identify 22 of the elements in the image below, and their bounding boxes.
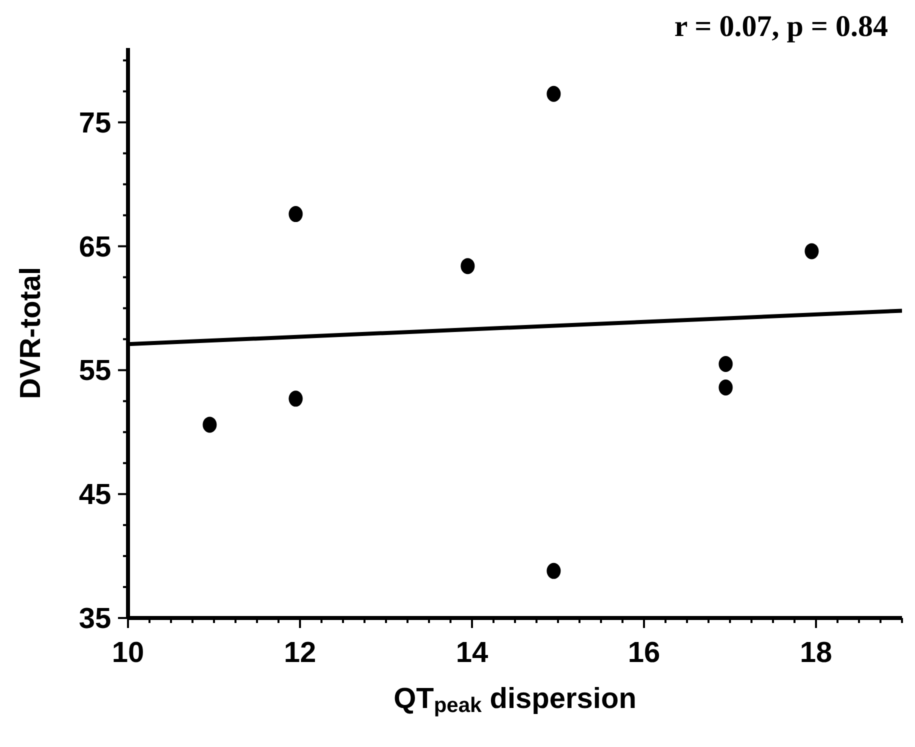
text: r = 0.07, p = 0.84 [674,10,888,44]
x-tick-label: 14 [456,637,488,669]
point [804,243,819,260]
point [546,562,561,579]
point [718,380,733,396]
x-axis-title: QT$_{peak}$ dispersion [394,683,636,718]
x-tick-label: 16 [628,637,660,669]
point [288,390,303,407]
point [202,416,217,433]
x-tick-label: 10 [112,637,144,669]
y-tick-label: 75 [78,107,112,140]
x-tick-label: 12 [284,637,316,669]
point [288,206,303,222]
y-tick-label: 65 [78,231,112,264]
x-tick-label: 18 [800,637,832,669]
point [546,86,561,102]
y-tick-label: 35 [78,603,112,635]
y-axis-title: DVR-total [15,266,47,400]
y-tick-label: 45 [78,479,112,512]
point [718,356,733,372]
point [460,258,475,274]
y-tick-label: 55 [78,355,112,388]
